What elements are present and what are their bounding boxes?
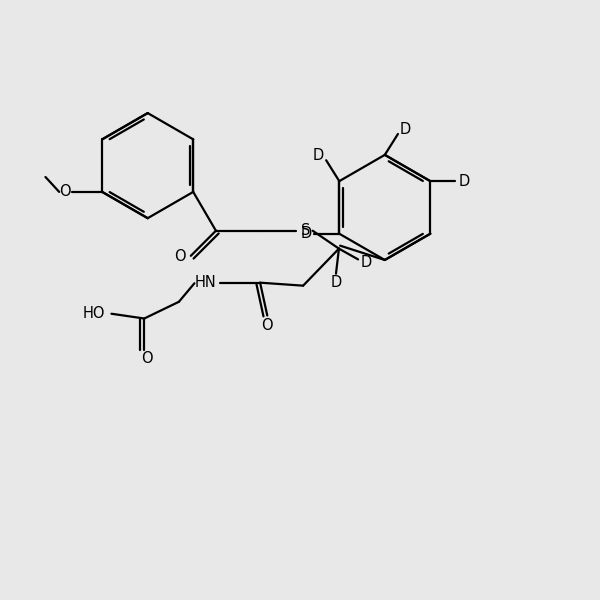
Text: D: D <box>458 173 469 188</box>
Text: O: O <box>59 184 70 199</box>
Text: O: O <box>262 317 273 332</box>
Text: D: D <box>331 275 341 290</box>
Text: HN: HN <box>194 275 216 290</box>
Text: D: D <box>300 226 311 241</box>
Text: D: D <box>360 255 371 270</box>
Text: HO: HO <box>82 306 105 321</box>
Text: D: D <box>313 148 324 163</box>
Text: D: D <box>400 122 411 137</box>
Text: O: O <box>141 351 152 366</box>
Text: S: S <box>301 223 310 238</box>
Text: O: O <box>174 249 186 264</box>
